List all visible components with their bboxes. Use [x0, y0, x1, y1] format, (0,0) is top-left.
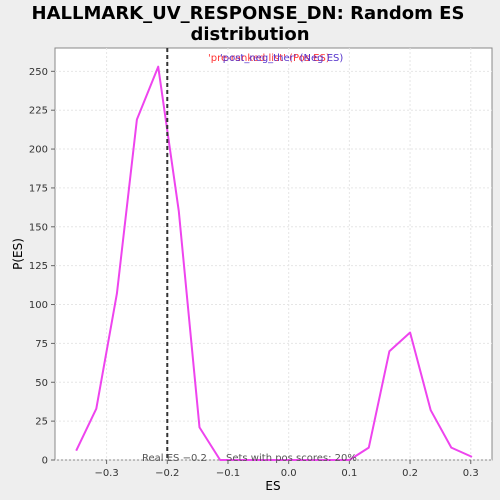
plot-area [54, 47, 493, 461]
y-tick-label: 50 [35, 378, 48, 389]
y-tick-label: 175 [29, 183, 48, 194]
x-tick-label: −0.2 [155, 468, 179, 479]
y-tick-label: 75 [35, 339, 48, 350]
y-tick-label: 0 [42, 456, 48, 467]
x-axis-ticks: −0.3 −0.2 −0.1 0.0 0.1 0.2 0.3 [94, 460, 479, 479]
y-tick-label: 125 [29, 261, 48, 272]
x-tick-label: 0.2 [402, 468, 418, 479]
y-axis-label: P(ES) [11, 238, 25, 270]
x-axis-label: ES [265, 479, 280, 493]
x-tick-label: 0.3 [463, 468, 479, 479]
real-es-label: Real ES −0.2 [142, 453, 207, 464]
y-tick-label: 250 [29, 67, 48, 78]
x-tick-label: 0.1 [341, 468, 357, 479]
series-layer [75, 65, 473, 461]
y-tick-label: 25 [35, 417, 48, 428]
y-tick-label: 225 [29, 106, 48, 117]
y-tick-label: 150 [29, 222, 48, 233]
y-tick-label: 200 [29, 145, 48, 156]
y-axis-ticks: 0 25 50 75 100 125 150 175 200 225 250 [29, 67, 55, 467]
y-tick-label: 100 [29, 300, 48, 311]
chart-title-line1: HALLMARK_UV_RESPONSE_DN: Random ES [32, 3, 465, 24]
legend-pos-es: 'pre-ranked list' (Pos ES) [208, 53, 330, 64]
pos-scores-label: Sets with pos scores: 20% [226, 453, 357, 464]
es-distribution-line [75, 65, 473, 461]
x-tick-label: 0.0 [281, 468, 297, 479]
chart-title-line2: distribution [190, 24, 309, 45]
x-tick-label: −0.3 [94, 468, 118, 479]
x-tick-label: −0.1 [216, 468, 240, 479]
legend-neg-es: 'post_neg_ther' (Neg ES) [220, 53, 343, 64]
